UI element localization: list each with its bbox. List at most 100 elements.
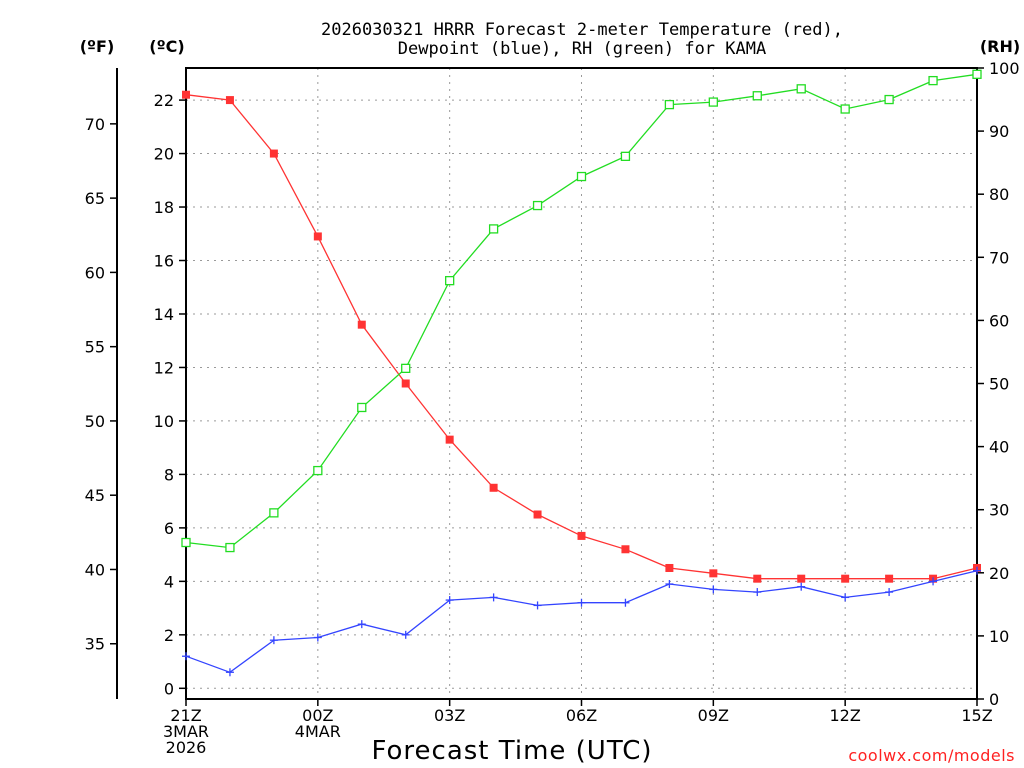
data-point	[182, 652, 190, 661]
data-point	[709, 569, 718, 578]
data-point	[973, 566, 981, 575]
rh-tick-label: 80	[989, 185, 1009, 204]
series	[181, 69, 982, 677]
data-point	[225, 542, 235, 553]
rh-tick-label: 90	[989, 122, 1009, 141]
rh-tick-label: 50	[989, 375, 1009, 394]
celsius-tick-label: 10	[154, 412, 174, 431]
data-point	[532, 200, 543, 211]
series-2-meter-temperature	[182, 90, 981, 583]
data-point	[620, 151, 631, 161]
celsius-tick-label: 16	[154, 252, 174, 271]
data-point	[841, 593, 850, 602]
fahrenheit-tick-label: 35	[85, 635, 105, 654]
fahrenheit-tick-label: 55	[85, 338, 105, 357]
axes: 0 2 4 6 8 10 12 14 16 18 20 22 35 40 45 50 55 60 65 70 0 10 20…	[85, 59, 1020, 757]
rh-tick-label: 40	[989, 438, 1009, 457]
celsius-tick-label: 0	[164, 679, 174, 698]
series-rh	[181, 69, 982, 553]
chart-title: 2026030321 HRRR Forecast 2-meter Tempera…	[321, 20, 843, 59]
data-point	[840, 104, 850, 114]
data-point	[885, 574, 894, 583]
x-tick-label: 00Z	[302, 706, 333, 725]
data-point	[445, 435, 454, 444]
data-point	[885, 588, 894, 597]
data-point	[225, 96, 234, 105]
data-point	[445, 275, 455, 286]
rh-unit-label: (RH)	[980, 37, 1020, 56]
fahrenheit-unit-label: (ºF)	[80, 37, 115, 56]
rh-tick-label: 70	[989, 248, 1009, 267]
data-point	[709, 585, 718, 594]
celsius-tick-label: 18	[154, 198, 174, 217]
celsius-tick-label: 4	[164, 572, 174, 591]
data-point	[269, 149, 278, 158]
data-point	[708, 97, 718, 107]
data-point	[576, 171, 587, 182]
data-point	[796, 84, 806, 94]
celsius-tick-label: 20	[154, 145, 174, 164]
data-point	[753, 574, 762, 583]
celsius-tick-label: 2	[164, 626, 174, 645]
x-tick-label: 4MAR	[295, 722, 341, 741]
data-point	[313, 633, 322, 642]
data-point	[225, 668, 234, 677]
rh-tick-label: 20	[989, 564, 1009, 583]
title-line-2: Dewpoint (blue), RH (green) for KAMA	[398, 39, 766, 59]
data-point	[841, 574, 850, 583]
data-point	[401, 363, 411, 374]
x-tick-label: 12Z	[830, 706, 861, 725]
celsius-tick-label: 14	[154, 305, 174, 324]
title-line-1: 2026030321 HRRR Forecast 2-meter Tempera…	[321, 20, 843, 40]
fahrenheit-tick-label: 60	[85, 263, 105, 282]
data-point	[752, 91, 762, 101]
data-point	[357, 320, 366, 329]
data-point	[401, 379, 410, 388]
fahrenheit-tick-label: 70	[85, 115, 105, 134]
data-point	[665, 580, 674, 589]
data-point	[488, 224, 499, 234]
data-point	[489, 483, 498, 492]
x-tick-label: 09Z	[698, 706, 729, 725]
fahrenheit-tick-label: 65	[85, 189, 105, 208]
x-tick-label: 03Z	[434, 706, 465, 725]
data-point	[929, 577, 938, 586]
data-point	[797, 574, 806, 583]
data-point	[577, 531, 586, 540]
data-point	[621, 545, 630, 554]
data-point	[182, 90, 190, 99]
x-tick-label: 2026	[166, 738, 207, 757]
data-point	[533, 601, 542, 610]
celsius-tick-label: 12	[154, 358, 174, 377]
data-point	[665, 563, 674, 572]
x-tick-label: 15Z	[961, 706, 992, 725]
x-axis-label: Forecast Time (UTC)	[371, 736, 652, 766]
data-point	[357, 620, 366, 629]
rh-tick-label: 10	[989, 627, 1009, 646]
rh-tick-label: 100	[989, 59, 1020, 78]
celsius-tick-label: 6	[164, 519, 174, 538]
data-point	[928, 75, 938, 86]
data-point	[664, 99, 675, 110]
fahrenheit-tick-label: 40	[85, 560, 105, 579]
fahrenheit-tick-label: 45	[85, 486, 105, 505]
celsius-tick-label: 8	[164, 465, 174, 484]
data-point	[753, 588, 762, 597]
x-tick-label: 3MAR	[163, 722, 209, 741]
data-point	[313, 465, 323, 476]
x-tick-label: 21Z	[170, 706, 201, 725]
data-point	[621, 598, 630, 607]
data-point	[489, 593, 498, 602]
data-point	[181, 537, 191, 548]
x-tick-label: 06Z	[566, 706, 597, 725]
celsius-unit-label: (ºC)	[149, 37, 184, 56]
data-point	[269, 508, 279, 518]
data-point	[797, 582, 806, 591]
data-point	[577, 598, 586, 607]
data-point	[533, 510, 542, 519]
data-point	[357, 402, 367, 413]
fahrenheit-tick-label: 50	[85, 412, 105, 431]
rh-tick-label: 30	[989, 501, 1009, 520]
data-point	[445, 596, 454, 605]
